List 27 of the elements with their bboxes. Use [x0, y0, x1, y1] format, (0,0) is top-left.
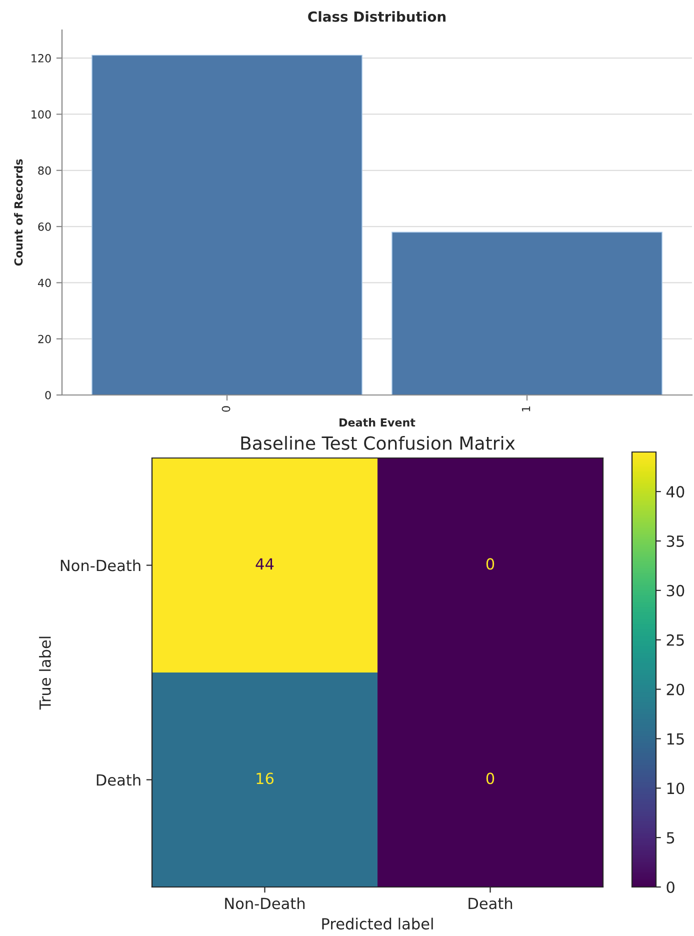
- y-axis-title: True label: [39, 636, 51, 710]
- y-tick-label: 40: [38, 278, 51, 288]
- data-label: 44: [256, 558, 274, 570]
- x-axis-title: Death Event: [340, 418, 416, 427]
- y-axis-title: Count of Records: [14, 159, 23, 266]
- y-tick-label: 80: [38, 166, 51, 175]
- data-label: 0: [486, 772, 494, 784]
- color-bar-label: 20: [666, 684, 684, 696]
- y-tick-label: 100: [32, 110, 51, 119]
- color-bar-label: 40: [666, 486, 684, 498]
- chart-title: Baseline Test Confusion Matrix: [241, 436, 515, 450]
- y-tick-label: 20: [38, 334, 51, 344]
- y-tick-label: 60: [38, 222, 51, 231]
- color-bar-label: 5: [666, 832, 674, 844]
- color-bar-label: 30: [666, 584, 684, 596]
- color-bar-label: 35: [666, 535, 684, 547]
- data-label: 0: [486, 558, 494, 570]
- color-bar-label: 25: [666, 634, 684, 646]
- x-axis-title: Predicted label: [322, 918, 433, 930]
- color-bar-label: 10: [667, 782, 684, 794]
- x-tick-label: 1: [522, 406, 530, 412]
- color-bar-label: 15: [667, 733, 684, 745]
- y-tick-label: 0: [45, 390, 51, 400]
- color-bar-label: 0: [666, 881, 674, 894]
- y-tick-label: 120: [32, 54, 51, 62]
- chart-title: Class Distribution: [308, 11, 446, 22]
- data-label: 16: [256, 772, 274, 784]
